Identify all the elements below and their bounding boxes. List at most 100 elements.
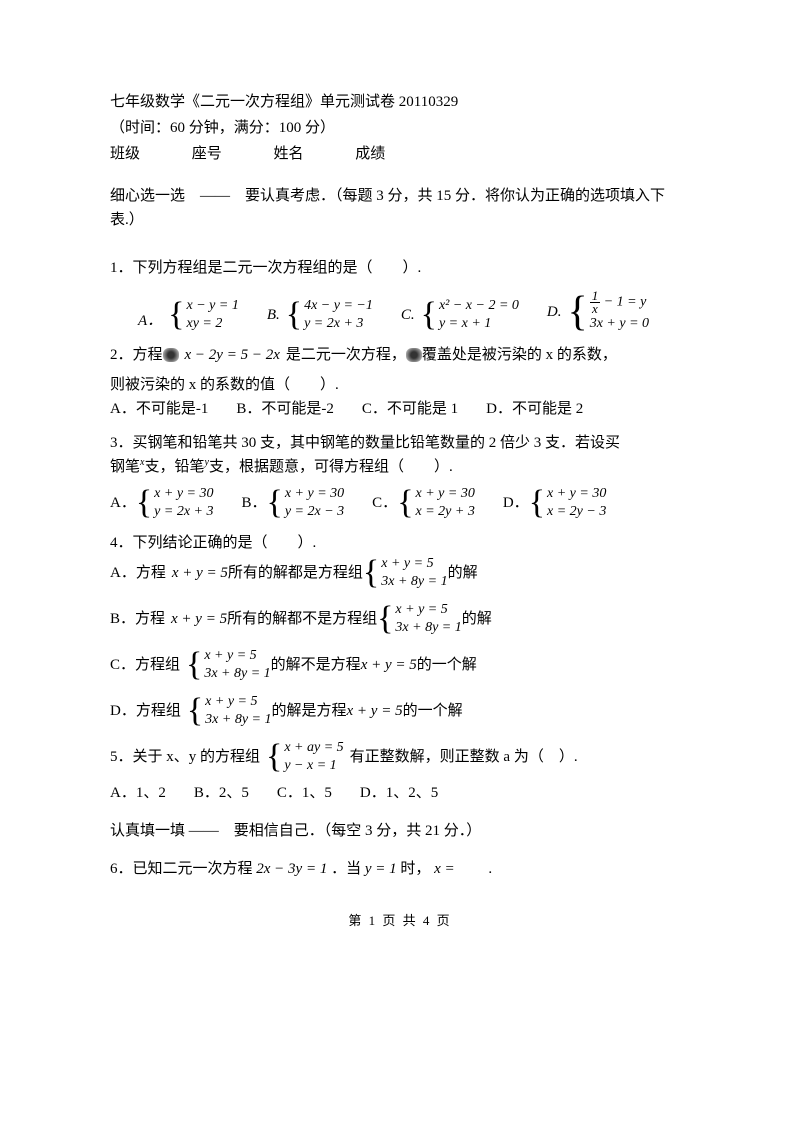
q4-d-post: 的一个解 bbox=[403, 699, 463, 723]
q4-c-s1: x + y = 5 bbox=[204, 647, 270, 665]
q1-b-line1: 4x − y = −1 bbox=[304, 297, 373, 315]
q4-option-a: A．方程 x + y = 5 所有的解都是方程组 { x + y = 5 3x … bbox=[110, 555, 690, 591]
q3-s2-mid: 支，铅笔 bbox=[144, 459, 204, 475]
q2-post: 覆盖处是被污染的 x 的系数， bbox=[422, 343, 617, 367]
q4-a-s2: 3x + 8y = 1 bbox=[381, 573, 447, 591]
q2-d: D．不可能是 2 bbox=[486, 397, 583, 421]
q5-pre: 5．关于 x、y 的方程组 bbox=[110, 745, 260, 769]
q4-a-s1: x + y = 5 bbox=[381, 555, 447, 573]
q1-option-d: D. { 1x − 1 = y 3x + y = 0 bbox=[547, 290, 649, 333]
q4-a-mid: 所有的解都是方程组 bbox=[228, 561, 363, 585]
q2-line2: 则被污染的 x 的系数的值（ ）. bbox=[110, 373, 690, 397]
label-score: 成绩 bbox=[355, 146, 385, 162]
q1-a-line1: x − y = 1 bbox=[187, 297, 239, 315]
q2-b: B．不可能是-2 bbox=[236, 397, 334, 421]
q4-b-post: 的解 bbox=[462, 607, 492, 631]
q4-c-eq: x + y = 5 bbox=[361, 653, 417, 677]
title: 七年级数学《二元一次方程组》单元测试卷 20110329 bbox=[110, 90, 690, 114]
q4-d-s2: 3x + 8y = 1 bbox=[205, 711, 271, 729]
q4-d-mid: 的解是方程 bbox=[272, 699, 347, 723]
q3-c-l2: x = 2y + 3 bbox=[416, 503, 475, 521]
q2-choices: A．不可能是-1 B．不可能是-2 C．不可能是 1 D．不可能是 2 bbox=[110, 397, 690, 421]
question-6: 6．已知二元一次方程 2x − 3y = 1 ．当 y = 1 时， x = . bbox=[110, 857, 690, 881]
question-3: 3．买钢笔和铅笔共 30 支，其中钢笔的数量比铅笔数量的 2 倍少 3 支．若设… bbox=[110, 431, 690, 521]
q4-c-mid: 的解不是方程 bbox=[271, 653, 361, 677]
q6-mid2: 时， bbox=[400, 861, 430, 877]
q1-d-line2: 3x + y = 0 bbox=[590, 315, 649, 333]
q4-stem: 4．下列结论正确的是（ ）. bbox=[110, 531, 690, 555]
q6-eq3: x = bbox=[434, 861, 455, 877]
q2-pre: 2．方程 bbox=[110, 343, 163, 367]
q6-mid1: ．当 bbox=[331, 861, 361, 877]
question-5: 5．关于 x、y 的方程组 { x + ay = 5 y − x = 1 有正整… bbox=[110, 739, 690, 805]
q1-b-label: B. bbox=[267, 303, 280, 327]
smudge-icon-2 bbox=[406, 348, 422, 362]
q4-option-c: C．方程组 { x + y = 5 3x + 8y = 1 的解不是方程 x +… bbox=[110, 647, 690, 683]
q1-option-a: A． { x − y = 1 xy = 2 bbox=[138, 297, 239, 333]
q1-option-b: B. { 4x − y = −1 y = 2x + 3 bbox=[267, 297, 373, 333]
q3-a-l2: y = 2x + 3 bbox=[154, 503, 213, 521]
q1-c-label: C. bbox=[401, 303, 415, 327]
q5-a: A．1、2 bbox=[110, 781, 166, 805]
q5-c: C．1、5 bbox=[277, 781, 332, 805]
q4-b-pre: B．方程 bbox=[110, 607, 165, 631]
q4-b-mid: 所有的解都不是方程组 bbox=[227, 607, 377, 631]
label-name: 姓名 bbox=[274, 146, 304, 162]
q4-b-eq: x + y = 5 bbox=[171, 607, 227, 631]
q3-b-label: B． bbox=[242, 491, 267, 515]
smudge-icon bbox=[163, 348, 179, 362]
q3-c-l1: x + y = 30 bbox=[416, 485, 475, 503]
q3-a-l1: x + y = 30 bbox=[154, 485, 213, 503]
q4-option-d: D．方程组 { x + y = 5 3x + 8y = 1 的解是方程 x + … bbox=[110, 693, 690, 729]
q6-eq2: y = 1 bbox=[365, 861, 397, 877]
q1-a-line2: xy = 2 bbox=[187, 315, 239, 333]
q6-post: . bbox=[458, 861, 492, 877]
subtitle: （时间：60 分钟，满分：100 分） bbox=[110, 116, 690, 140]
q3-d-l1: x + y = 30 bbox=[547, 485, 606, 503]
q5-s1: x + ay = 5 bbox=[284, 739, 343, 757]
page: 七年级数学《二元一次方程组》单元测试卷 20110329 （时间：60 分钟，满… bbox=[0, 0, 800, 972]
q2-mid: 是二元一次方程， bbox=[286, 343, 406, 367]
q4-c-pre: C．方程组 bbox=[110, 653, 180, 677]
q6-pre: 6．已知二元一次方程 bbox=[110, 861, 253, 877]
q3-a-label: A． bbox=[110, 491, 136, 515]
q3-option-c: C． { x + y = 30 x = 2y + 3 bbox=[372, 485, 475, 521]
section1-intro: 细心选一选 —— 要认真考虑．（每题 3 分，共 15 分．将你认为正确的选项填… bbox=[110, 184, 690, 232]
q1-option-c: C. { x² − x − 2 = 0 y = x + 1 bbox=[401, 297, 519, 333]
q1-d-line1: 1x − 1 = y bbox=[590, 290, 649, 315]
q2-a: A．不可能是-1 bbox=[110, 397, 208, 421]
q3-d-l2: x = 2y − 3 bbox=[547, 503, 606, 521]
q4-option-b: B．方程 x + y = 5 所有的解都不是方程组 { x + y = 5 3x… bbox=[110, 601, 690, 637]
q4-b-s1: x + y = 5 bbox=[395, 601, 461, 619]
q4-d-s1: x + y = 5 bbox=[205, 693, 271, 711]
section2-intro: 认真填一填 —— 要相信自己．（每空 3 分，共 21 分．） bbox=[110, 819, 690, 843]
q4-a-eq: x + y = 5 bbox=[172, 561, 228, 585]
q1-d-label: D. bbox=[547, 300, 562, 324]
question-4: 4．下列结论正确的是（ ）. A．方程 x + y = 5 所有的解都是方程组 … bbox=[110, 531, 690, 729]
q3-option-b: B． { x + y = 30 y = 2x − 3 bbox=[242, 485, 345, 521]
form-row: 班级 座号 姓名 成绩 bbox=[110, 142, 690, 166]
q1-c-line1: x² − x − 2 = 0 bbox=[439, 297, 519, 315]
q6-eq1: 2x − 3y = 1 bbox=[256, 861, 327, 877]
q4-c-s2: 3x + 8y = 1 bbox=[204, 665, 270, 683]
q5-b: B．2、5 bbox=[194, 781, 249, 805]
q2-eq: x − 2y = 5 − 2x bbox=[185, 343, 280, 367]
q3-d-label: D． bbox=[503, 491, 529, 515]
q3-s2-post: 支，根据题意，可得方程组（ ）. bbox=[209, 459, 453, 475]
q5-s2: y − x = 1 bbox=[284, 757, 343, 775]
label-class: 班级 bbox=[110, 146, 140, 162]
q4-a-pre: A．方程 bbox=[110, 561, 166, 585]
q4-d-eq: x + y = 5 bbox=[347, 699, 403, 723]
q1-a-label: A． bbox=[138, 309, 162, 333]
q3-stem1: 3．买钢笔和铅笔共 30 支，其中钢笔的数量比铅笔数量的 2 倍少 3 支．若设… bbox=[110, 431, 690, 455]
q5-d: D．1、2、5 bbox=[360, 781, 438, 805]
q3-b-l2: y = 2x − 3 bbox=[285, 503, 344, 521]
question-2: 2．方程 x − 2y = 5 − 2x 是二元一次方程， 覆盖处是被污染的 x… bbox=[110, 343, 690, 421]
q3-option-d: D． { x + y = 30 x = 2y − 3 bbox=[503, 485, 607, 521]
q5-choices: A．1、2 B．2、5 C．1、5 D．1、2、5 bbox=[110, 781, 690, 805]
label-seat: 座号 bbox=[192, 146, 222, 162]
q3-c-label: C． bbox=[372, 491, 397, 515]
q1-b-line2: y = 2x + 3 bbox=[304, 315, 373, 333]
q5-post: 有正整数解，则正整数 a 为（ ）. bbox=[350, 745, 578, 769]
q3-option-a: A． { x + y = 30 y = 2x + 3 bbox=[110, 485, 214, 521]
